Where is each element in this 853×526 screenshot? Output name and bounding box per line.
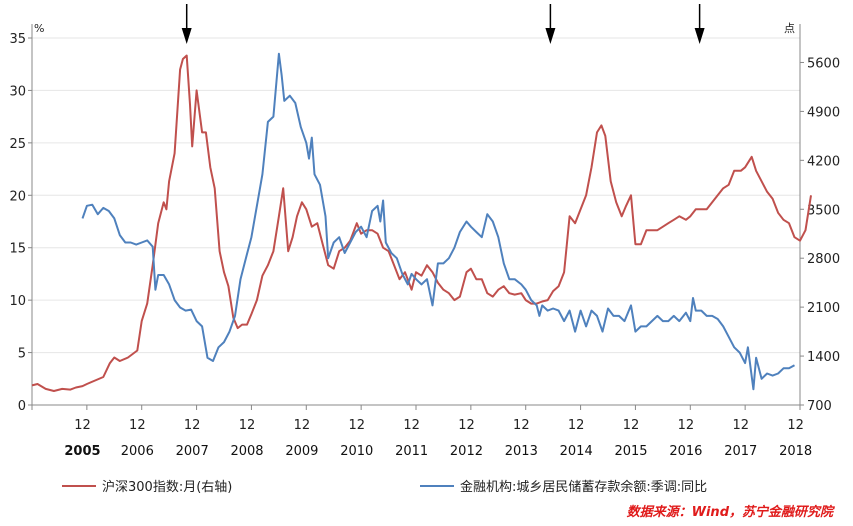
x-month-label: 12 <box>129 418 146 433</box>
legend-swatch-blue <box>420 484 454 487</box>
right-tick-label: 5600 <box>807 56 840 71</box>
data-source: 数据来源：Wind，苏宁金融研究院 <box>626 505 833 520</box>
x-year-label: 2018 <box>779 444 812 459</box>
x-year-label: 2005 <box>64 444 100 459</box>
left-axis-unit: % <box>34 22 44 35</box>
series-lines <box>31 52 812 392</box>
x-axis-ticks: 12 12 12 12 12 12 12 12 12 12 12 12 12 12 2005 2006 2007… <box>31 405 812 459</box>
legend-item-deposits: 金融机构:城乡居民储蓄存款余额:季调:同比 <box>420 476 707 495</box>
series-line-csi300 <box>31 54 812 392</box>
x-month-label: 12 <box>184 418 201 433</box>
x-month-label: 12 <box>348 418 365 433</box>
x-month-label: 12 <box>732 418 749 433</box>
peak-arrows <box>181 4 705 44</box>
x-year-label: 2012 <box>450 444 483 459</box>
left-tick-label: 35 <box>9 32 26 47</box>
x-month-label: 12 <box>74 418 91 433</box>
x-month-label: 12 <box>787 418 804 433</box>
right-tick-label: 2800 <box>807 252 840 267</box>
x-year-label: 2014 <box>560 444 593 459</box>
right-tick-label: 1400 <box>807 350 840 365</box>
line-chart: 0 5 10 15 20 25 30 35 700 1400 2100 2800 3500 4200 49… <box>9 4 840 459</box>
x-year-label: 2010 <box>340 444 373 459</box>
x-year-label: 2011 <box>395 444 428 459</box>
left-tick-label: 30 <box>9 84 26 99</box>
x-month-label: 12 <box>623 418 640 433</box>
left-axis-ticks: 0 5 10 15 20 25 30 35 <box>9 32 32 414</box>
left-tick-label: 20 <box>9 189 26 204</box>
x-month-label: 12 <box>239 418 256 433</box>
right-tick-label: 3500 <box>807 203 840 218</box>
series-line-deposits <box>81 52 795 391</box>
legend-label-csi300: 沪深300指数:月(右轴) <box>102 480 233 495</box>
axes <box>31 24 801 406</box>
right-tick-label: 4900 <box>807 105 840 120</box>
x-year-label: 2006 <box>121 444 154 459</box>
right-tick-label: 4200 <box>807 154 840 169</box>
x-year-label: 2008 <box>230 444 263 459</box>
legend-item-csi300: 沪深300指数:月(右轴) <box>62 476 232 495</box>
left-tick-label: 10 <box>9 294 26 309</box>
left-tick-label: 5 <box>18 347 26 362</box>
x-month-label: 12 <box>513 418 530 433</box>
peak-arrow-head <box>694 28 705 44</box>
gridlines <box>32 37 800 354</box>
right-axis-unit: 点 <box>784 22 795 35</box>
x-month-label: 12 <box>458 418 475 433</box>
legend-swatch-red <box>62 484 96 487</box>
x-year-label: 2016 <box>669 444 702 459</box>
x-year-label: 2009 <box>285 444 318 459</box>
x-year-label: 2015 <box>614 444 647 459</box>
left-tick-label: 25 <box>9 137 26 152</box>
x-month-label: 12 <box>678 418 695 433</box>
right-axis-ticks: 700 1400 2100 2800 3500 4200 4900 5600 <box>800 56 840 414</box>
x-year-label: 2013 <box>505 444 538 459</box>
legend-label-deposits: 金融机构:城乡居民储蓄存款余额:季调:同比 <box>460 480 708 495</box>
peak-arrow-head <box>545 28 556 44</box>
right-tick-label: 700 <box>807 399 832 414</box>
right-tick-label: 2100 <box>807 301 840 316</box>
x-month-label: 12 <box>403 418 420 433</box>
x-month-label: 12 <box>294 418 311 433</box>
left-tick-label: 15 <box>9 242 26 257</box>
x-month-label: 12 <box>568 418 585 433</box>
peak-arrow-head <box>181 28 192 44</box>
left-tick-label: 0 <box>18 399 26 414</box>
x-year-label: 2007 <box>176 444 209 459</box>
x-year-label: 2017 <box>724 444 757 459</box>
